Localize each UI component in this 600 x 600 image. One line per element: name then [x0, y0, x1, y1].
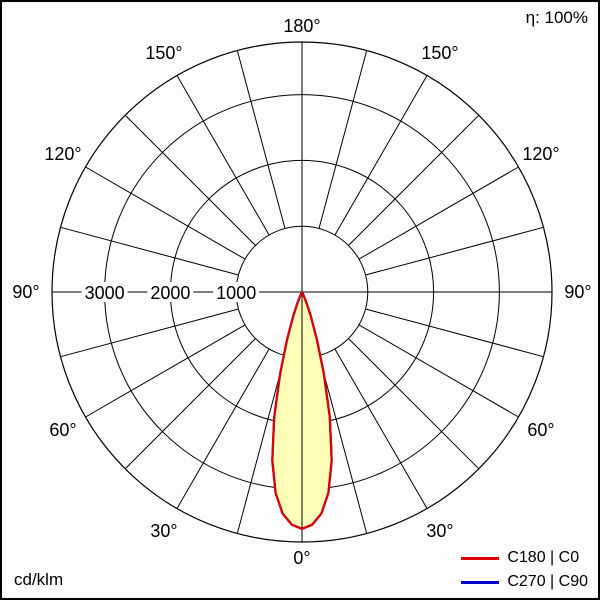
grid-spoke: [348, 338, 480, 470]
grid-spoke: [85, 324, 246, 418]
grid-spoke: [176, 75, 270, 236]
angle-label: 90°: [564, 282, 591, 302]
grid-spoke: [348, 114, 480, 246]
legend-label: C270 | C90: [507, 573, 588, 590]
angle-label: 0°: [293, 548, 310, 568]
angle-label: 60°: [527, 420, 554, 440]
grid-spoke: [124, 114, 256, 246]
angle-label: 30°: [150, 521, 177, 541]
units-label: cd/klm: [14, 570, 64, 589]
grid-spoke: [60, 226, 239, 276]
grid-spoke: [236, 50, 286, 229]
grid-spoke: [358, 324, 519, 418]
efficiency-label: η: 100%: [525, 8, 588, 27]
grid-spoke: [334, 75, 428, 236]
legend: C180 | C0 C270 | C90: [461, 549, 588, 591]
legend-item-c90: C270 | C90: [461, 573, 588, 591]
ring-label-bg: [213, 282, 260, 302]
radial-ring-label: 1000: [216, 283, 256, 303]
angle-label: 90°: [12, 282, 39, 302]
grid-spoke: [358, 166, 519, 260]
grid-spoke: [365, 226, 544, 276]
angle-label: 120°: [522, 144, 559, 164]
grid-spoke: [85, 166, 246, 260]
grid-spoke: [318, 50, 368, 229]
angle-label: 150°: [145, 43, 182, 63]
angle-label: 30°: [426, 521, 453, 541]
angle-label: 60°: [49, 420, 76, 440]
legend-label: C180 | C0: [507, 549, 580, 566]
radial-ring-label: 3000: [85, 283, 125, 303]
radial-ring-label: 2000: [150, 283, 190, 303]
ring-label-bg: [81, 282, 128, 302]
angle-label: 120°: [44, 144, 81, 164]
grid-spoke: [124, 338, 256, 470]
legend-line-c180-c0: [461, 556, 500, 560]
grid-spoke: [334, 348, 428, 509]
grid-spoke: [365, 308, 544, 358]
legend-line-c270-c90: [461, 580, 500, 584]
grid-spoke: [176, 348, 270, 509]
angle-label: 180°: [283, 16, 320, 36]
grid-spoke: [60, 308, 239, 358]
curve-c180-c0: [271, 291, 333, 530]
angle-label: 150°: [421, 43, 458, 63]
grid-spoke: [318, 355, 368, 534]
ring-label-bg: [147, 282, 194, 302]
legend-item-c0: C180 | C0: [461, 549, 588, 567]
grid-spoke: [236, 355, 286, 534]
